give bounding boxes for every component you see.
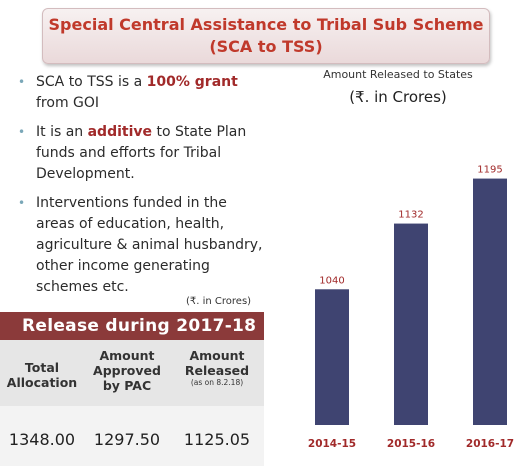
bullet-highlight: 100% grant — [146, 74, 238, 90]
bullet-dot-icon: • — [18, 75, 26, 89]
bar-2015-16 — [394, 223, 428, 425]
column-amount-released-note: (as on 8.2.18) — [190, 378, 244, 387]
value-amount-approved: 1297.50 — [93, 430, 161, 449]
release-column-headers: Total Allocation Amount Approved by PAC … — [0, 348, 264, 393]
value-total-allocation: 1348.00 — [8, 430, 76, 449]
bar-2014-15 — [315, 289, 349, 425]
bullet-text: Interventions funded in the areas of edu… — [36, 195, 263, 295]
column-total-allocation: Total Allocation — [6, 360, 78, 390]
bullet-dot-icon: • — [18, 125, 26, 139]
category-label-2015-16: 2015-16 — [387, 438, 435, 450]
bullet-text: It is an — [36, 124, 88, 140]
column-amount-released-label: Amount Released — [184, 348, 250, 378]
title-line-1: Special Central Assistance to Tribal Sub… — [48, 15, 484, 34]
units-note: (₹. in Crores) — [186, 296, 252, 307]
bullet-highlight: additive — [87, 124, 153, 140]
bullet-text: SCA to TSS is a — [36, 74, 147, 90]
bullet-item: • It is an additive to State Plan funds … — [16, 122, 266, 185]
data-label-2016-17: 1195 — [477, 165, 502, 176]
category-label-2014-15: 2014-15 — [308, 438, 356, 450]
title-line-2: (SCA to TSS) — [209, 37, 323, 56]
bar-2016-17 — [473, 178, 507, 425]
category-label-2016-17: 2016-17 — [466, 438, 514, 450]
bullet-list: • SCA to TSS is a 100% grant from GOI • … — [16, 72, 266, 306]
column-amount-approved: Amount Approved by PAC — [93, 348, 161, 393]
value-amount-released: 1125.05 — [183, 430, 251, 449]
bar-chart: 1040 2014-15 1132 2015-16 1195 2016-17 — [308, 165, 514, 450]
chart-subtitle: (₹. in Crores) — [349, 88, 447, 106]
bullet-item: • SCA to TSS is a 100% grant from GOI — [16, 72, 266, 114]
data-label-2014-15: 1040 — [319, 275, 344, 286]
data-label-2015-16: 1132 — [398, 210, 423, 221]
bullet-dot-icon: • — [18, 196, 26, 210]
chart-title: Amount Released to States — [323, 68, 473, 81]
release-table: Release during 2017-18 Total Allocation … — [0, 312, 264, 466]
column-amount-released: Amount Released (as on 8.2.18) — [170, 348, 264, 393]
release-values-row: 1348.00 1297.50 1125.05 — [0, 406, 264, 466]
bullet-item: • Interventions funded in the areas of e… — [16, 193, 266, 298]
bullet-text: from GOI — [36, 95, 100, 111]
release-header: Release during 2017-18 — [0, 312, 264, 340]
bullet-text: to State Plan funds and efforts for Trib… — [36, 124, 247, 182]
title-banner: Special Central Assistance to Tribal Sub… — [42, 8, 490, 64]
